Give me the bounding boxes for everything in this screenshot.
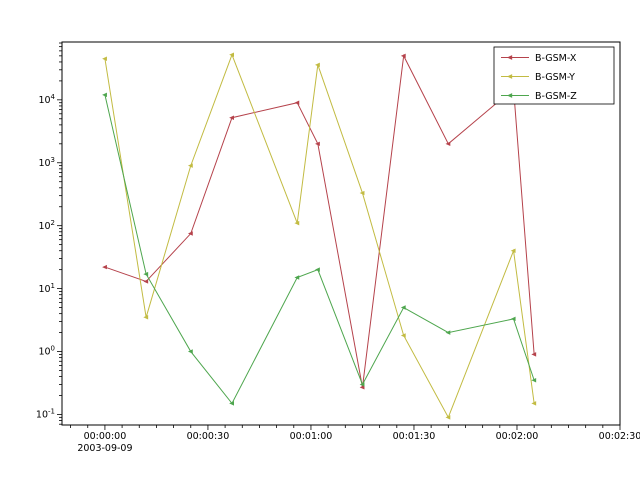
data-point-marker xyxy=(102,92,107,98)
legend-box xyxy=(493,46,615,105)
x-tick-label: 00:01:30 xyxy=(393,431,436,442)
data-point-marker xyxy=(294,100,300,105)
plot-series xyxy=(102,52,537,420)
data-point-marker xyxy=(400,333,406,338)
x-tick-label: 00:01:00 xyxy=(290,431,333,442)
y-tick-label: 100 xyxy=(38,345,55,358)
legend-entry: B-GSM-Y xyxy=(501,72,575,83)
x-axis-labels: 00:00:00 00:00:30 00:01:00 00:01:30 00:02:00… xyxy=(77,431,640,454)
y-tick-label: 102 xyxy=(38,219,55,232)
data-point-marker xyxy=(143,271,149,277)
data-point-marker xyxy=(531,377,537,383)
data-point-marker xyxy=(359,190,365,196)
data-point-marker xyxy=(315,267,320,272)
legend-entry: B-GSM-X xyxy=(501,53,577,64)
x-axis xyxy=(70,425,621,430)
data-point-marker xyxy=(294,275,300,280)
legend-entry: B-GSM-Z xyxy=(501,91,577,102)
legend-label: B-GSM-Y xyxy=(535,72,575,83)
data-point-marker xyxy=(359,385,365,390)
data-point-marker xyxy=(187,231,193,236)
data-point-marker xyxy=(229,115,234,120)
data-point-marker xyxy=(531,401,537,406)
data-point-marker xyxy=(229,401,234,406)
data-point-marker xyxy=(102,264,107,270)
data-point-marker xyxy=(294,220,300,226)
data-point-marker xyxy=(400,53,406,59)
axes-background xyxy=(62,42,620,425)
data-point-marker xyxy=(507,93,513,98)
x-tick-label: 00:02:30 xyxy=(599,431,640,442)
data-point-marker xyxy=(359,382,365,387)
x-axis-date-label: 2003-09-09 xyxy=(77,443,132,454)
legend-label: B-GSM-X xyxy=(535,53,577,64)
data-point-marker xyxy=(315,62,320,68)
y-tick-label: 103 xyxy=(38,156,55,169)
y-tick-label: 104 xyxy=(38,93,55,106)
data-point-marker xyxy=(102,56,107,61)
legend: B-GSM-X B-GSM-Y B-GSM-Z xyxy=(493,46,615,105)
data-point-marker xyxy=(510,316,516,322)
axes-border xyxy=(61,41,621,426)
data-point-marker xyxy=(187,163,193,168)
y-axis-labels: 10-1 100 101 102 103 104 xyxy=(36,93,56,421)
data-point-marker xyxy=(187,349,193,354)
x-tick-label: 00:00:30 xyxy=(187,431,230,442)
x-tick-label: 00:02:00 xyxy=(496,431,539,442)
data-point-marker xyxy=(507,74,513,79)
legend-label: B-GSM-Z xyxy=(535,91,577,102)
y-tick-label: 101 xyxy=(38,282,55,295)
data-point-marker xyxy=(315,141,320,147)
data-point-marker xyxy=(531,352,537,357)
data-point-marker xyxy=(400,305,406,310)
x-tick-label: 00:00:00 xyxy=(84,431,127,442)
data-point-marker xyxy=(229,52,234,58)
data-point-marker xyxy=(143,315,149,320)
series-B-GSM-Z xyxy=(102,92,537,406)
data-point-marker xyxy=(510,248,516,253)
data-point-marker xyxy=(445,141,451,147)
data-point-marker xyxy=(445,330,451,335)
data-point-marker xyxy=(445,415,451,420)
y-tick-label: 10-1 xyxy=(36,408,55,421)
data-point-marker xyxy=(143,279,149,284)
data-point-marker xyxy=(507,55,513,60)
series-B-GSM-Y xyxy=(102,52,537,420)
